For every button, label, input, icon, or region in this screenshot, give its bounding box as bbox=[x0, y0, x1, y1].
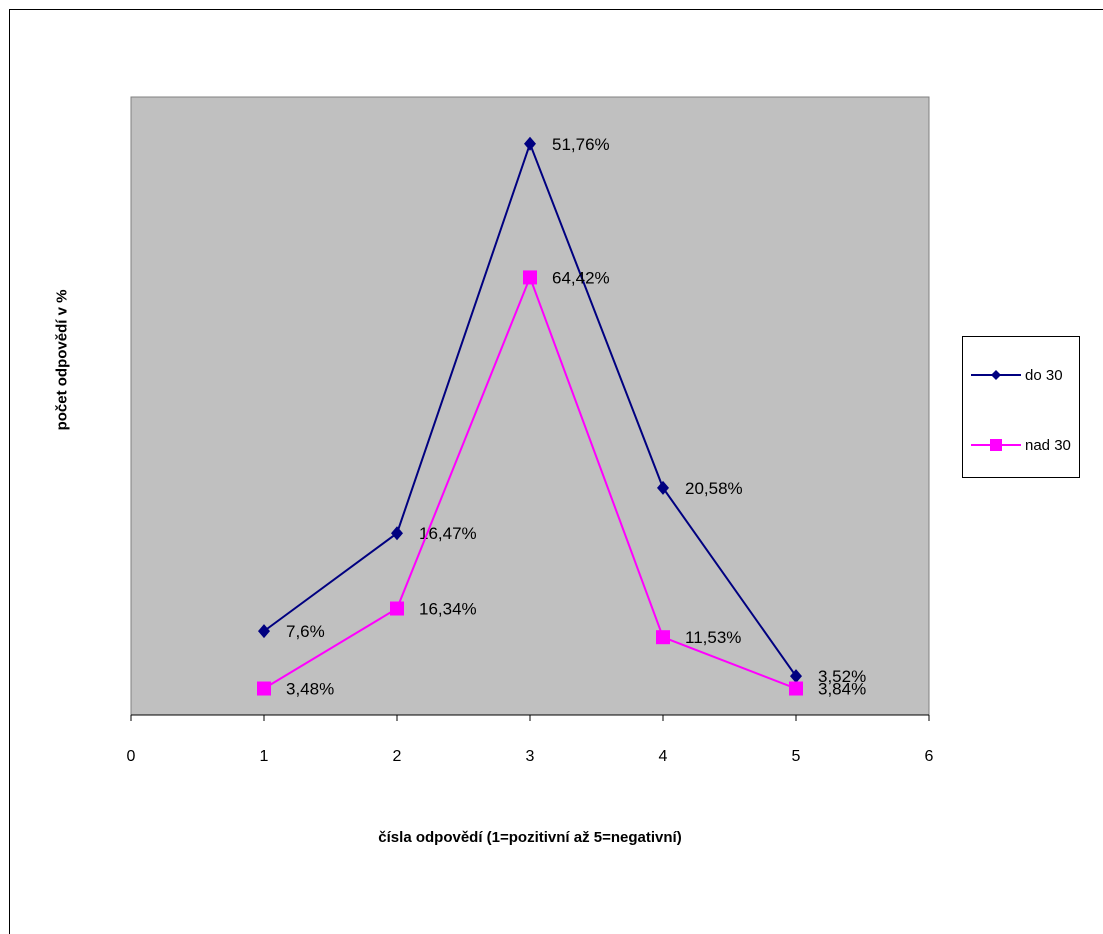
data-label: 3,84% bbox=[818, 680, 866, 699]
legend-label: nad 30 bbox=[1025, 436, 1071, 454]
x-tick-label: 0 bbox=[127, 748, 136, 765]
x-tick-label: 5 bbox=[792, 748, 801, 765]
data-point-diamond bbox=[790, 669, 802, 684]
x-tick-label: 1 bbox=[260, 748, 269, 765]
legend: do 30 nad 30 bbox=[962, 336, 1080, 478]
legend-label: do 30 bbox=[1025, 366, 1063, 384]
data-point-diamond bbox=[258, 624, 270, 639]
data-point-square bbox=[789, 681, 803, 696]
data-label: 64,42% bbox=[552, 268, 610, 287]
x-tick-label: 2 bbox=[393, 748, 402, 765]
legend-swatch-square bbox=[971, 439, 1021, 451]
data-point-diamond bbox=[524, 136, 536, 151]
data-label: 20,58% bbox=[685, 479, 743, 498]
x-tick-label: 4 bbox=[659, 748, 668, 765]
chart-frame bbox=[9, 9, 1103, 934]
data-label: 16,34% bbox=[419, 600, 477, 619]
data-label: 7,6% bbox=[286, 622, 325, 641]
plot-area bbox=[130, 96, 930, 716]
x-tick-label: 3 bbox=[526, 748, 535, 765]
x-axis-label: čísla odpovědí (1=pozitivní až 5=negativ… bbox=[378, 829, 682, 846]
x-tick-label: 6 bbox=[925, 748, 934, 765]
data-point-diamond bbox=[391, 526, 403, 541]
data-point-square bbox=[656, 630, 670, 645]
legend-item-nad-30: nad 30 bbox=[971, 435, 1071, 455]
data-label: 3,52% bbox=[818, 667, 866, 686]
data-label: 51,76% bbox=[552, 135, 610, 154]
data-point-square bbox=[257, 681, 271, 696]
y-axis-label: počet odpovědí v % bbox=[53, 289, 71, 431]
data-label: 11,53% bbox=[685, 628, 741, 647]
data-point-square bbox=[390, 601, 404, 616]
legend-swatch-diamond bbox=[971, 370, 1021, 380]
data-point-square bbox=[523, 270, 537, 285]
data-label: 3,48% bbox=[286, 680, 334, 699]
data-label: 16,47% bbox=[419, 524, 477, 543]
data-point-diamond bbox=[657, 480, 669, 495]
legend-item-do-30: do 30 bbox=[971, 365, 1063, 385]
